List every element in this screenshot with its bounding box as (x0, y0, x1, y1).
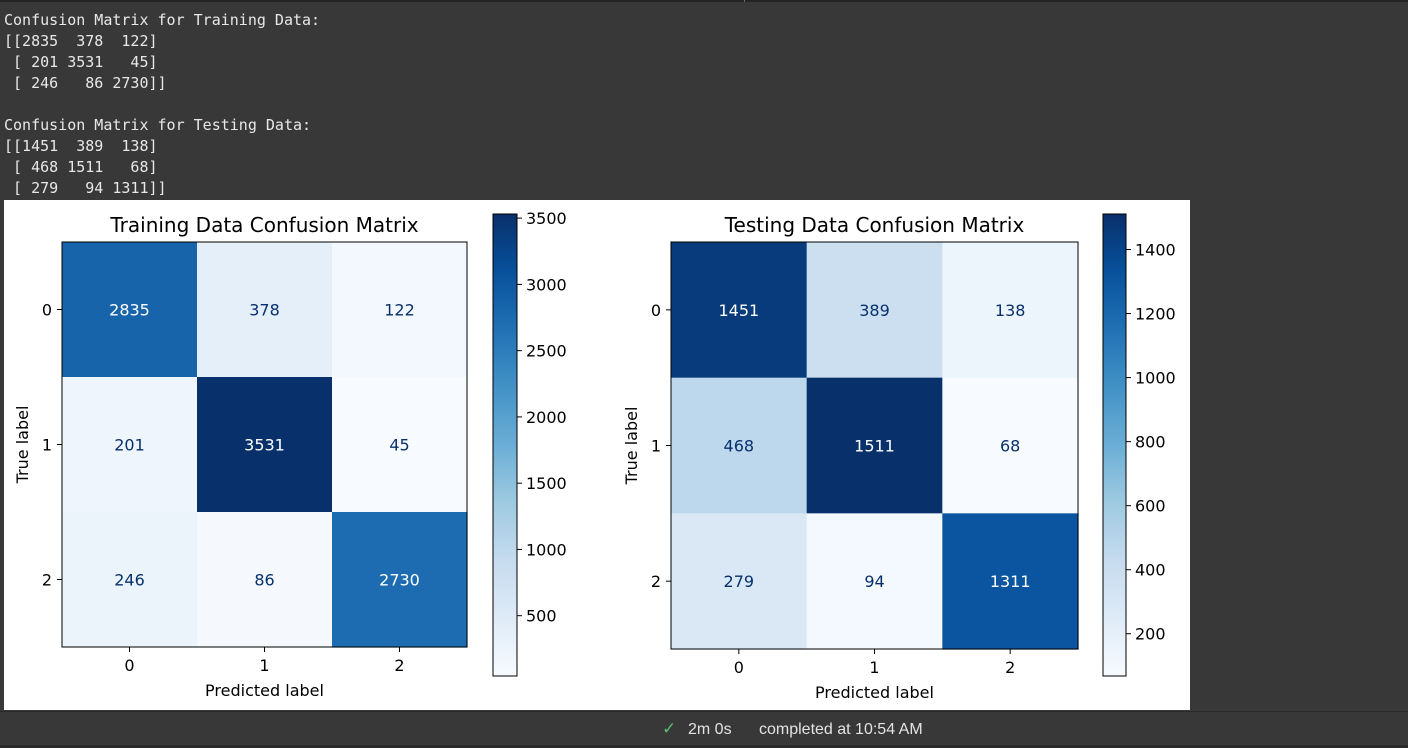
output-line: [ 246 86 2730]] (4, 74, 167, 92)
colorbar-tick-label: 3500 (526, 209, 567, 228)
bottom-border (0, 745, 1408, 748)
x-axis-label: Predicted label (815, 683, 934, 702)
cell-output-text: Confusion Matrix for Training Data: [[283… (4, 10, 320, 199)
colorbar-tick-label: 500 (526, 607, 557, 626)
y-tick-label: 2 (42, 571, 52, 590)
colorbar-tick-label: 3000 (526, 275, 567, 294)
heatmap-cell (671, 377, 808, 514)
colorbar-tick-label: 200 (1135, 625, 1166, 644)
output-line: [ 468 1511 68] (4, 158, 158, 176)
chart-title: Testing Data Confusion Matrix (724, 213, 1025, 237)
cell-value-label: 246 (114, 571, 145, 590)
y-tick-label: 0 (651, 301, 661, 320)
colorbar (492, 213, 518, 677)
colorbar-tick-label: 1200 (1135, 305, 1176, 324)
top-border (0, 0, 1408, 2)
x-tick-label: 1 (869, 658, 879, 677)
colorbar-tick-label: 800 (1135, 433, 1166, 452)
heatmap-cell (671, 513, 808, 650)
execution-duration: 2m 0s (688, 721, 732, 738)
colorbar (1102, 213, 1127, 677)
x-tick-label: 2 (1005, 658, 1015, 677)
output-line: Confusion Matrix for Testing Data: (4, 116, 312, 134)
colorbar-tick-label: 2500 (526, 342, 567, 361)
colorbar-tick-label: 1000 (526, 540, 567, 559)
chart-title: Training Data Confusion Matrix (109, 213, 418, 237)
heatmap-cell (671, 242, 808, 379)
cell-value-label: 86 (254, 571, 274, 590)
cell-value-label: 1511 (854, 437, 895, 456)
cell-value-label: 468 (724, 437, 755, 456)
colorbar-tick-label: 2000 (526, 408, 567, 427)
x-axis-label: Predicted label (205, 681, 324, 700)
cell-value-label: 279 (724, 572, 755, 591)
y-axis-label: True label (622, 407, 641, 486)
cell-value-label: 389 (859, 301, 890, 320)
cell-value-label: 1311 (990, 572, 1031, 591)
heatmap-cell (806, 513, 943, 650)
y-axis-label: True label (13, 406, 32, 485)
heatmap-cell (332, 242, 468, 378)
check-icon: ✓ (662, 719, 677, 738)
y-tick-label: 2 (651, 572, 661, 591)
divider-mark (744, 0, 745, 2)
heatmap-cell (942, 377, 1079, 514)
heatmap-cell (197, 242, 333, 378)
confusion-matrix-figure: 2835 378 122 201 3531 45 246 86 2730 Training Dat… (4, 200, 1190, 710)
heatmap-cell (942, 513, 1079, 650)
completion-time: completed at 10:54 AM (759, 721, 923, 738)
colorbar-tick-label: 600 (1135, 497, 1166, 516)
heatmap-cell (806, 377, 943, 514)
cell-value-label: 3531 (244, 436, 285, 455)
heatmap-cell (62, 512, 198, 648)
x-tick-label: 0 (124, 656, 134, 675)
cell-value-label: 378 (249, 301, 280, 320)
output-line: [[1451 389 138] (4, 137, 158, 155)
cell-value-label: 94 (864, 572, 884, 591)
x-tick-label: 0 (734, 658, 744, 677)
y-tick-label: 0 (42, 301, 52, 320)
colorbar-tick-label: 400 (1135, 561, 1166, 580)
cell-value-label: 68 (1000, 437, 1020, 456)
heatmap-cell (197, 377, 333, 513)
output-line: [ 201 3531 45] (4, 53, 158, 71)
cell-value-label: 45 (389, 436, 409, 455)
heatmap-cell (332, 377, 468, 513)
execution-status-bar[interactable]: ✓ 2m 0s completed at 10:54 AM (0, 711, 1408, 748)
output-line: [[2835 378 122] (4, 32, 158, 50)
y-tick-label: 1 (42, 436, 52, 455)
heatmap-cell (332, 512, 468, 648)
heatmap-cell (62, 377, 198, 513)
heatmap-cell (806, 242, 943, 379)
colorbar-tick-label: 1000 (1135, 369, 1176, 388)
output-line: [ 279 94 1311]] (4, 179, 167, 197)
cell-value-label: 2730 (379, 571, 420, 590)
heatmap-cell (197, 512, 333, 648)
x-tick-label: 2 (394, 656, 404, 675)
cell-value-label: 138 (995, 301, 1026, 320)
heatmap-cell (942, 242, 1079, 379)
colorbar-tick-label: 1500 (526, 474, 567, 493)
output-line (4, 94, 320, 115)
cell-value-label: 2835 (109, 301, 150, 320)
heatmap-cell (62, 242, 198, 378)
x-tick-label: 1 (259, 656, 269, 675)
cell-value-label: 1451 (718, 301, 759, 320)
chart-panel-1: 1451 389 138 468 1511 68 279 94 1311 Testing Data… (622, 213, 1176, 702)
colorbar-tick-label: 1400 (1135, 241, 1176, 260)
cell-value-label: 201 (114, 436, 145, 455)
cell-value-label: 122 (384, 301, 415, 320)
y-tick-label: 1 (651, 437, 661, 456)
output-line: Confusion Matrix for Training Data: (4, 11, 321, 29)
